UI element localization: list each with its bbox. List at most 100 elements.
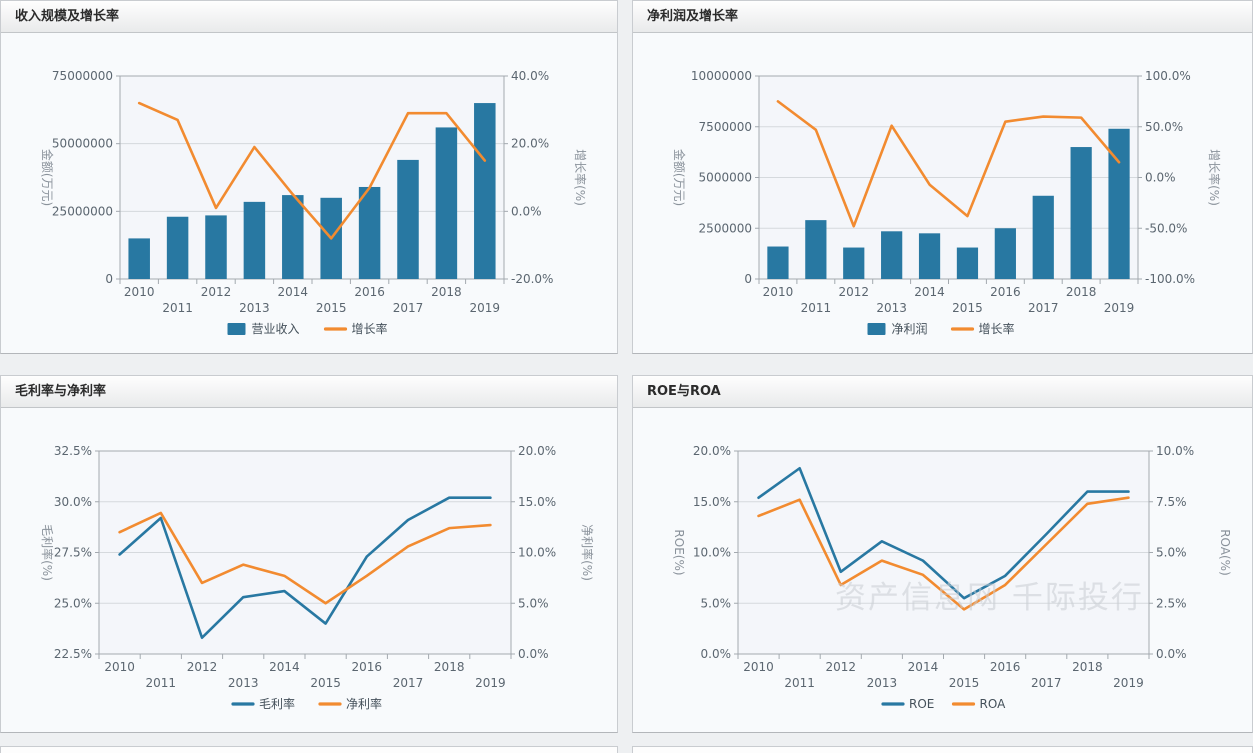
svg-text:32.5%: 32.5%: [54, 444, 92, 458]
svg-text:毛利率(%): 毛利率(%): [40, 524, 55, 581]
svg-text:2016: 2016: [990, 285, 1021, 299]
svg-text:净利率: 净利率: [346, 696, 382, 711]
svg-text:5.0%: 5.0%: [701, 596, 732, 610]
svg-text:2500000: 2500000: [699, 221, 752, 235]
svg-text:2013: 2013: [867, 676, 898, 690]
svg-text:2018: 2018: [434, 660, 465, 674]
svg-text:净利润: 净利润: [892, 322, 928, 336]
svg-text:2010: 2010: [104, 660, 135, 674]
svg-text:2014: 2014: [278, 285, 309, 299]
svg-text:2014: 2014: [914, 285, 945, 299]
svg-text:2010: 2010: [124, 285, 155, 299]
svg-text:ROA(%): ROA(%): [1218, 529, 1232, 576]
svg-text:2016: 2016: [352, 660, 383, 674]
svg-text:30.0%: 30.0%: [54, 495, 92, 509]
svg-text:50000000: 50000000: [52, 137, 113, 151]
svg-text:2017: 2017: [393, 301, 424, 315]
svg-text:2010: 2010: [743, 660, 774, 674]
svg-text:2013: 2013: [876, 301, 907, 315]
next-panel-stub-left: [0, 746, 618, 753]
svg-text:0.0%: 0.0%: [701, 647, 732, 661]
svg-text:22.5%: 22.5%: [54, 647, 92, 661]
svg-text:2017: 2017: [1028, 301, 1059, 315]
svg-text:2015: 2015: [310, 676, 341, 690]
svg-text:5000000: 5000000: [699, 171, 752, 185]
svg-text:2010: 2010: [763, 285, 794, 299]
panel-title: 净利润及增长率: [647, 9, 739, 24]
svg-text:0.0%: 0.0%: [1145, 171, 1176, 185]
panel-header-revenue-growth: 收入规模及增长率: [1, 1, 617, 33]
svg-text:营业收入: 营业收入: [252, 322, 300, 336]
svg-text:增长率: 增长率: [979, 321, 1015, 336]
svg-text:5.0%: 5.0%: [1156, 546, 1187, 560]
svg-text:10.0%: 10.0%: [693, 546, 731, 560]
svg-text:毛利率: 毛利率: [259, 696, 295, 711]
svg-text:2015: 2015: [949, 676, 980, 690]
svg-text:2019: 2019: [1104, 301, 1135, 315]
svg-text:-20.0%: -20.0%: [511, 272, 553, 286]
panel-header-margins: 毛利率与净利率: [1, 376, 617, 408]
svg-text:0: 0: [744, 272, 752, 286]
chart-margins: 22.5% 25.0% 27.5% 30.0% 32.5% 毛利率(%) 0.0% 5.0% 1…: [40, 444, 595, 711]
panel-title: 收入规模及增长率: [15, 9, 120, 24]
panel-title: ROE与ROA: [647, 384, 721, 399]
svg-text:2019: 2019: [475, 676, 506, 690]
svg-text:7.5%: 7.5%: [1156, 495, 1187, 509]
svg-text:2012: 2012: [825, 660, 856, 674]
panel-header-roe-roa: ROE与ROA: [633, 376, 1252, 408]
svg-text:2013: 2013: [239, 301, 270, 315]
svg-text:2018: 2018: [1066, 285, 1097, 299]
svg-text:25.0%: 25.0%: [54, 596, 92, 610]
svg-text:27.5%: 27.5%: [54, 546, 92, 560]
svg-text:0.0%: 0.0%: [1156, 647, 1187, 661]
svg-text:2011: 2011: [146, 676, 177, 690]
svg-text:净利率(%): 净利率(%): [580, 524, 595, 581]
svg-text:增长率(%): 增长率(%): [573, 149, 588, 206]
svg-text:20.0%: 20.0%: [518, 444, 556, 458]
svg-text:0: 0: [105, 272, 113, 286]
chart-netprofit-growth: 0 2500000 5000000 7500000 10000000 金额(万元) -100…: [672, 69, 1222, 336]
svg-text:2014: 2014: [269, 660, 300, 674]
svg-text:2012: 2012: [187, 660, 218, 674]
svg-text:2016: 2016: [990, 660, 1021, 674]
svg-text:ROA: ROA: [980, 697, 1007, 711]
panel-title: 毛利率与净利率: [15, 384, 107, 399]
svg-text:7500000: 7500000: [699, 120, 752, 134]
panel-header-netprofit-growth: 净利润及增长率: [633, 1, 1252, 33]
svg-text:2018: 2018: [1072, 660, 1103, 674]
svg-text:2011: 2011: [801, 301, 832, 315]
svg-text:20.0%: 20.0%: [511, 137, 549, 151]
svg-text:0.0%: 0.0%: [511, 204, 542, 218]
panel-revenue-growth: 收入规模及增长率 0 25000000 50000000 75000000 金额(万元)…: [0, 0, 618, 354]
svg-text:10.0%: 10.0%: [518, 546, 556, 560]
svg-text:10.0%: 10.0%: [1156, 444, 1194, 458]
svg-text:2017: 2017: [393, 676, 424, 690]
svg-text:-50.0%: -50.0%: [1145, 221, 1187, 235]
svg-text:20.0%: 20.0%: [693, 444, 731, 458]
svg-text:2018: 2018: [431, 285, 462, 299]
svg-text:金额(万元): 金额(万元): [672, 149, 687, 206]
panel-margins: 毛利率与净利率 22.5% 25.0% 27.5% 30.0% 32.5% 毛利率(%) 0…: [0, 375, 618, 733]
svg-text:100.0%: 100.0%: [1145, 69, 1191, 83]
panel-roe-roa: ROE与ROA 0.0% 5.0% 10.0% 15.0% 20.0% ROE(%) 0.0…: [632, 375, 1253, 733]
svg-text:增长率(%): 增长率(%): [1207, 149, 1222, 206]
svg-text:10000000: 10000000: [691, 69, 752, 83]
svg-text:2019: 2019: [1113, 676, 1144, 690]
next-panel-stub-right: [632, 746, 1253, 753]
svg-text:2014: 2014: [908, 660, 939, 674]
svg-text:2012: 2012: [838, 285, 869, 299]
svg-text:15.0%: 15.0%: [518, 495, 556, 509]
svg-text:增长率: 增长率: [352, 321, 388, 336]
svg-text:ROE(%): ROE(%): [672, 529, 686, 575]
svg-text:金额(万元): 金额(万元): [40, 149, 55, 206]
chart-revenue-growth: 0 25000000 50000000 75000000 金额(万元) -20.0% 0.0…: [40, 69, 588, 336]
svg-text:2011: 2011: [784, 676, 815, 690]
svg-text:0.0%: 0.0%: [518, 647, 549, 661]
svg-text:2011: 2011: [162, 301, 193, 315]
svg-text:5.0%: 5.0%: [518, 596, 549, 610]
svg-text:2019: 2019: [470, 301, 501, 315]
svg-text:2012: 2012: [201, 285, 232, 299]
svg-text:2016: 2016: [354, 285, 385, 299]
svg-text:15.0%: 15.0%: [693, 495, 731, 509]
svg-text:40.0%: 40.0%: [511, 69, 549, 83]
